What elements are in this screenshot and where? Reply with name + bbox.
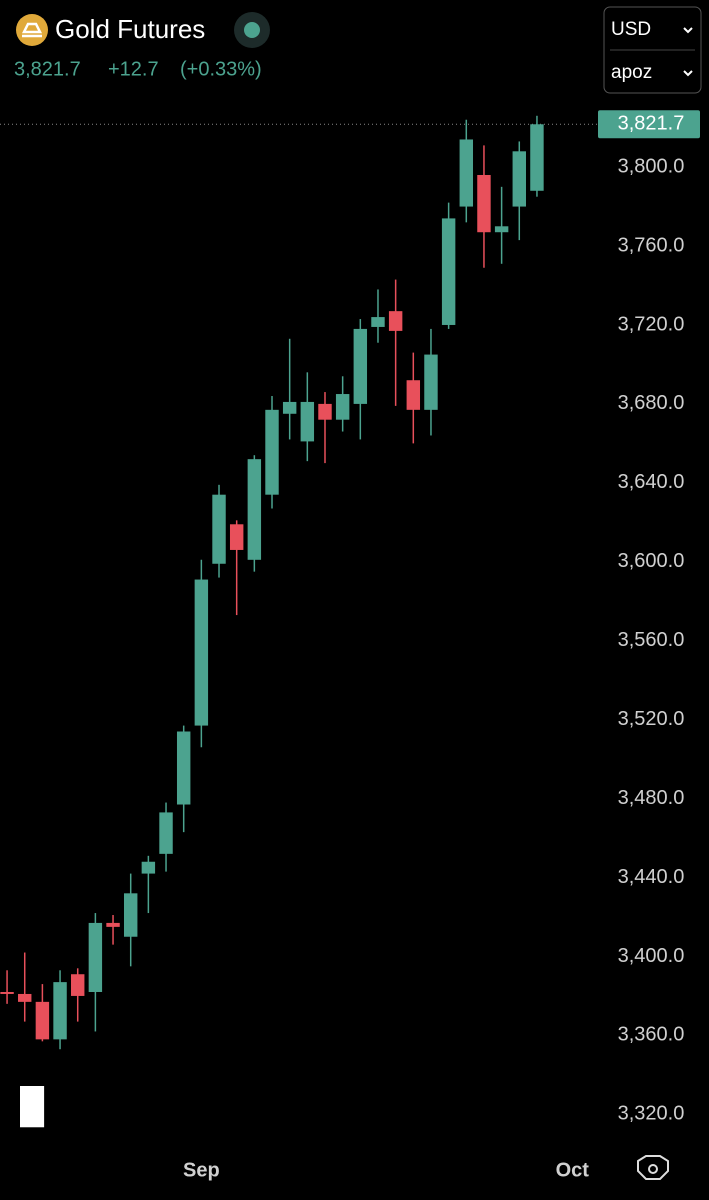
price: 3,821.7 — [14, 58, 81, 80]
candle-body — [0, 991, 14, 994]
candle-body — [459, 139, 474, 207]
y-tick-label: 3,320.0 — [618, 1103, 685, 1125]
candle-body — [212, 494, 226, 564]
logo-mark — [21, 22, 43, 38]
y-tick-label: 3,760.0 — [618, 234, 685, 256]
candle-body — [512, 151, 526, 207]
candle-body — [371, 317, 385, 327]
candle-body — [300, 401, 315, 442]
candle-body — [141, 861, 156, 874]
candle-body — [477, 174, 491, 233]
y-tick-label: 3,400.0 — [618, 945, 685, 967]
x-tick-label: Oct — [556, 1159, 590, 1181]
status-dot — [244, 22, 260, 38]
candle-body — [282, 401, 297, 414]
candle-body — [335, 394, 350, 420]
logo — [16, 14, 48, 46]
candle-body — [441, 218, 456, 325]
title: Gold Futures — [55, 14, 205, 44]
candle-body — [247, 459, 262, 560]
watermark: █ — [20, 1086, 45, 1128]
currency[interactable]: USD — [611, 19, 651, 40]
candle-body — [159, 812, 173, 854]
y-tick-label: 3,800.0 — [618, 155, 685, 177]
candle-body — [53, 982, 67, 1040]
y-tick-label: 3,360.0 — [618, 1024, 685, 1046]
y-tick-label: 3,640.0 — [618, 471, 685, 493]
last-price-label: 3,821.7 — [618, 113, 685, 135]
candle-body — [353, 328, 368, 404]
x-tick-label: Sep — [183, 1159, 220, 1181]
settings-icon-center — [648, 1164, 658, 1174]
candle-body — [265, 409, 279, 495]
y-tick-label: 3,600.0 — [618, 550, 685, 572]
settings-icon[interactable] — [637, 1155, 669, 1180]
candle-body — [406, 380, 421, 410]
candle-body — [424, 354, 438, 410]
candle-body — [388, 311, 403, 331]
candle-body — [229, 524, 244, 550]
candle-body — [88, 922, 103, 992]
last-price-tag — [598, 110, 700, 139]
y-tick-label: 3,520.0 — [618, 708, 685, 730]
candle-body — [123, 893, 138, 937]
candle-body — [35, 1001, 50, 1040]
y-tick-label: 3,480.0 — [618, 787, 685, 809]
change: +12.7 — [108, 58, 159, 80]
y-tick-label: 3,560.0 — [618, 629, 685, 651]
candle-body — [71, 974, 85, 996]
candle-body — [194, 579, 209, 726]
account[interactable]: apoz — [611, 62, 652, 83]
candle-body — [106, 922, 120, 927]
candle-body — [318, 403, 332, 420]
candle-body — [530, 124, 544, 191]
candle-body — [18, 993, 32, 1002]
change-pct: (+0.33%) — [180, 58, 262, 80]
candle-body — [176, 731, 191, 805]
y-tick-label: 3,440.0 — [618, 866, 685, 888]
candle-body — [494, 226, 509, 233]
dropdown-arrows — [683, 27, 693, 77]
y-tick-label: 3,680.0 — [618, 392, 685, 414]
y-tick-label: 3,720.0 — [618, 313, 685, 335]
